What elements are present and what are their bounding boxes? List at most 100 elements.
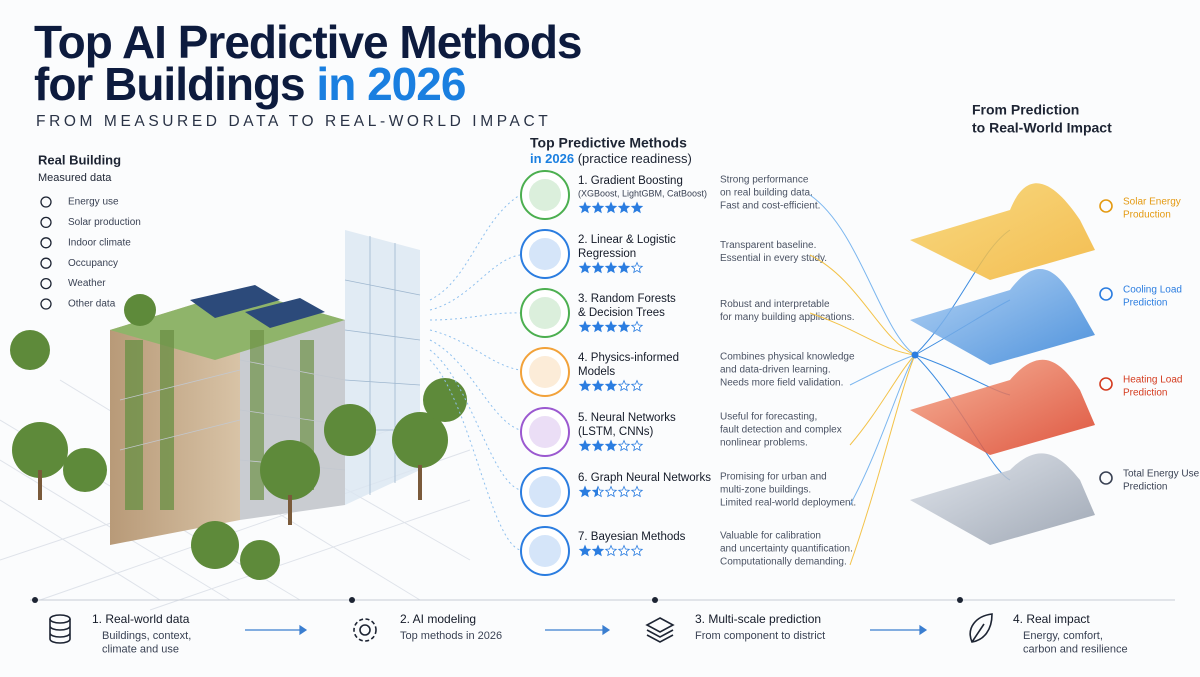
title-line: for Buildings in 2026 [34, 58, 465, 110]
star [604, 379, 618, 392]
method-description: Transparent baseline. [720, 240, 816, 251]
method-description: Combines physical knowledge [720, 352, 855, 363]
output-label: Solar Energy [1123, 197, 1181, 208]
star [578, 201, 592, 214]
method-icon-inner [529, 476, 561, 508]
step-description: From component to district [695, 630, 825, 642]
star [617, 379, 631, 392]
method-description: for many building applications. [720, 312, 855, 323]
star [591, 485, 605, 498]
step-icons [49, 613, 993, 644]
methods-list: 1. Gradient Boosting(XGBoost, LightGBM, … [520, 170, 856, 576]
method-description: Fast and cost-efficient. [720, 201, 820, 212]
outputs: Solar Energy Production Cooling Load Predic… [1099, 197, 1200, 493]
method-name: (LSTM, CNNs) [578, 426, 654, 438]
method-icon [520, 467, 570, 517]
method-name: 7. Bayesian Methods [578, 531, 686, 543]
step-title: 2. AI modeling [400, 612, 476, 626]
step-title: 1. Real-world data [92, 612, 190, 626]
rating [578, 485, 644, 498]
method-description: on real building data. [720, 188, 813, 199]
divider-dots [32, 597, 963, 603]
output-label: Heating Load [1123, 375, 1183, 386]
item-icon [40, 277, 52, 290]
building-illustration [10, 230, 467, 580]
method-description: Strong performance [720, 175, 809, 186]
item-icon [40, 196, 52, 208]
star [604, 544, 618, 557]
star [617, 201, 631, 214]
star [630, 439, 644, 452]
method-description: Promising for urban and [720, 472, 827, 483]
item-label: Energy use [68, 197, 119, 208]
title-line: Top AI Predictive Methods [34, 16, 582, 68]
method-description: Valuable for calibration [720, 531, 821, 542]
step-description: Buildings, context, [102, 630, 191, 642]
item-icon [40, 216, 52, 229]
method-name: 4. Physics-informed [578, 352, 679, 364]
star [591, 439, 605, 452]
star [591, 320, 605, 333]
star [591, 544, 605, 557]
output-icon [1099, 199, 1113, 213]
star [630, 485, 644, 498]
impact-title-line: to Real-World Impact [972, 120, 1112, 136]
method-description: Computationally demanding. [720, 557, 847, 568]
method-name: 5. Neural Networks [578, 412, 676, 424]
step-description: climate and use [102, 643, 179, 655]
star [630, 261, 644, 274]
star [630, 379, 644, 392]
star [604, 261, 618, 274]
rating [578, 320, 644, 333]
method-icon [520, 170, 570, 220]
steps: 1. Real-world data Buildings, context,cli… [92, 612, 1128, 655]
output-label: Production [1123, 210, 1171, 221]
title-highlight: in 2026 [316, 58, 465, 110]
method-description: Limited real-world deployment. [720, 498, 856, 509]
method-detail: (XGBoost, LightGBM, CatBoost) [578, 188, 707, 198]
item-label: Indoor climate [68, 237, 131, 248]
step-title: 3. Multi-scale prediction [695, 612, 821, 626]
method-icon-inner [529, 238, 561, 270]
method-name: 1. Gradient Boosting [578, 175, 683, 187]
star [617, 485, 631, 498]
star [578, 320, 592, 333]
star [604, 320, 618, 333]
building-title: Real Building [38, 152, 121, 167]
item-icon [40, 237, 52, 249]
method-icon-inner [529, 297, 561, 329]
item-label: Weather [68, 278, 106, 289]
item-icon [40, 257, 52, 269]
output-label: Cooling Load [1123, 285, 1182, 296]
step-description: Energy, comfort, [1023, 630, 1103, 642]
star [604, 485, 618, 498]
method-icon [520, 526, 570, 576]
method-icon [520, 347, 570, 397]
star [617, 320, 631, 333]
method-name: 2. Linear & Logistic [578, 234, 676, 246]
output-label: Prediction [1123, 298, 1167, 309]
building-subtitle: Measured data [38, 172, 112, 184]
output-icon [1099, 471, 1113, 485]
item-label: Solar production [68, 217, 141, 228]
subtitle: FROM MEASURED DATA TO REAL-WORLD IMPACT [36, 113, 551, 130]
impact-title: From Prediction to Real-World Impact [972, 102, 1112, 136]
methods-year: in 2026 [530, 151, 574, 166]
prediction-surfaces [910, 183, 1095, 545]
method-description: Needs more field validation. [720, 378, 843, 389]
rating [578, 201, 644, 214]
output-label: Prediction [1123, 482, 1167, 493]
star [630, 320, 644, 333]
method-description: and data-driven learning. [720, 365, 831, 376]
output-label: Prediction [1123, 388, 1167, 399]
methods-subtitle: in 2026 (practice readiness) [530, 151, 692, 166]
star [630, 544, 644, 557]
step-title: 4. Real impact [1013, 612, 1090, 626]
star [591, 379, 605, 392]
star [591, 201, 605, 214]
star [617, 261, 631, 274]
method-description: Essential in every study. [720, 253, 827, 264]
method-icon-inner [529, 356, 561, 388]
method-description: Robust and interpretable [720, 299, 830, 310]
